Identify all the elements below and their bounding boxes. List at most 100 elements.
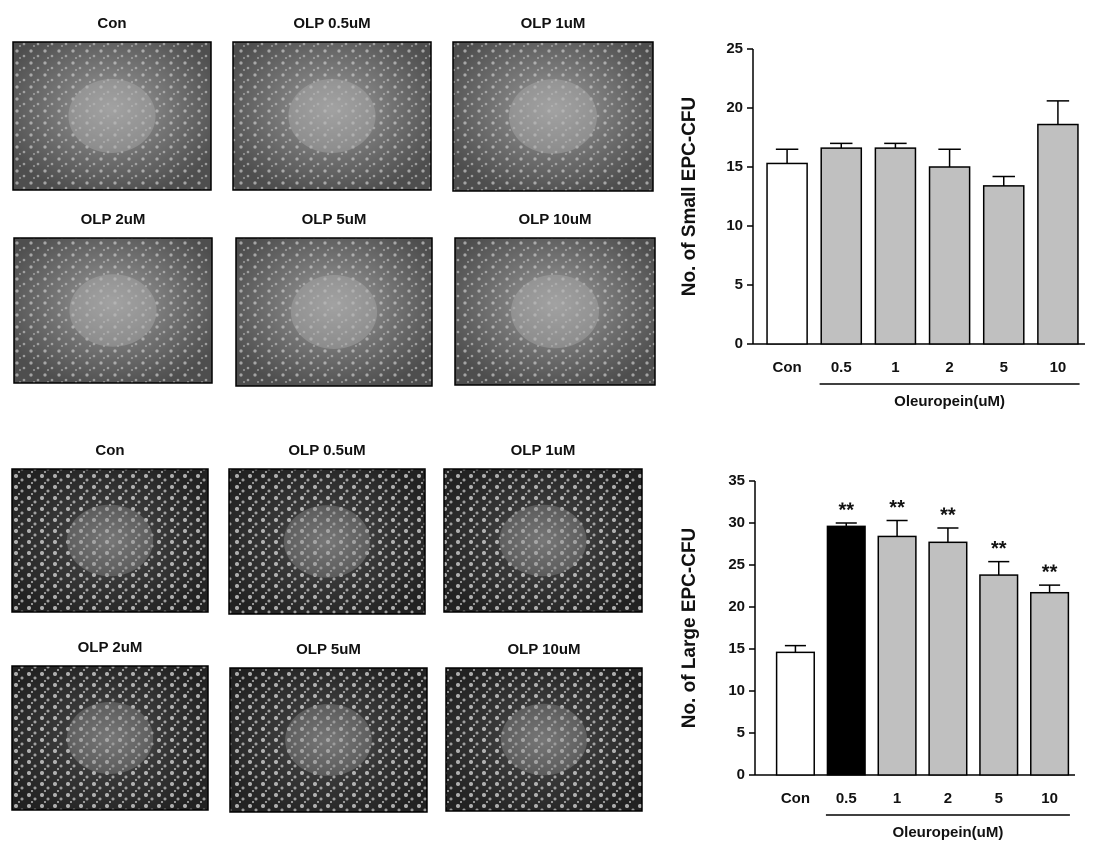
y-tick-label: 25 [726,40,743,57]
micrograph-border [235,237,433,387]
y-tick-label: 10 [726,217,743,234]
y-tick-label: 5 [735,276,743,293]
micrograph-border [229,667,428,813]
x-tick-label: 0.5 [836,790,857,807]
micrograph-label: OLP 0.5uM [293,15,370,32]
micrograph-border [11,665,209,811]
y-tick-label: 20 [726,99,743,116]
y-tick-label: 0 [735,335,743,352]
micrograph-cells [14,238,212,383]
bar [1030,591,1070,776]
bar [826,525,866,776]
bar [1037,123,1079,345]
x-tick-label: 10 [1041,790,1058,807]
colony [285,704,372,776]
bar [877,535,917,776]
micrograph-border [12,41,212,191]
micrograph-cells [444,469,642,612]
error-bar [988,560,1010,576]
colony [290,275,378,349]
error-bar [992,175,1015,186]
error-bar [1039,584,1061,593]
y-tick-label: 5 [737,724,745,741]
y-tick-label: 10 [728,682,745,699]
micrograph-label: OLP 2uM [81,211,146,228]
significance-marker: ** [1042,561,1058,583]
y-tick-label: 0 [737,766,745,783]
x-tick-label: 1 [893,790,901,807]
y-tick-label: 20 [728,598,745,615]
micrograph-cells [455,238,655,385]
y-tick-label: 15 [726,158,743,175]
x-tick-label: 10 [1050,359,1067,376]
micrograph-border [445,667,643,812]
significance-marker: ** [991,538,1007,560]
micrograph-border [13,237,213,384]
x-axis-label: Oleuropein(uM) [894,393,1005,410]
micrograph-cells [230,668,427,812]
bar [874,147,917,345]
bar [820,147,863,345]
colony [499,504,587,577]
significance-marker: ** [889,497,905,519]
micrograph-border [232,41,432,191]
micrograph-cells [13,42,211,190]
colony [283,505,371,578]
colony [500,703,588,776]
micrograph-cells [446,668,642,811]
error-bar [775,148,799,164]
x-tick-label: 1 [891,359,899,376]
micrograph-cells [233,42,431,190]
bar [928,541,968,776]
colony [288,79,376,153]
y-tick-label: 25 [728,556,745,573]
micrograph-label: OLP 5uM [296,641,361,658]
x-axis-label: Oleuropein(uM) [893,824,1004,841]
x-tick-label: Con [781,790,810,807]
bar [766,162,808,345]
x-tick-label: Con [772,359,801,376]
bar [979,574,1019,776]
x-tick-label: 2 [945,359,953,376]
x-tick-label: 0.5 [831,359,852,376]
micrograph-label: Con [97,15,126,32]
micrograph-border [11,468,209,613]
micrograph-cells [12,666,208,810]
y-tick-label: 30 [728,514,745,531]
colony [66,504,154,577]
micrograph-border [452,41,654,192]
micrograph-cells [12,469,208,612]
y-axis-label: No. of Large EPC-CFU [679,528,700,729]
micrograph-label: OLP 10uM [518,211,591,228]
micrograph-border [228,468,426,615]
micrograph-label: Con [95,442,124,459]
micrograph-label: OLP 1uM [521,15,586,32]
y-tick-label: 15 [728,640,745,657]
micrograph-label: OLP 10uM [507,641,580,658]
x-tick-label: 5 [1000,359,1008,376]
micrograph-label: OLP 5uM [302,211,367,228]
micrograph-cells [453,42,653,191]
colony [69,274,157,347]
bar [775,651,815,776]
micrograph-border [443,468,643,613]
error-bar [784,644,806,653]
error-bar [1046,100,1070,125]
significance-marker: ** [940,504,956,526]
micrograph-border [454,237,656,386]
error-bar [884,142,907,149]
colony [68,79,156,153]
error-bar [938,148,961,167]
error-bar [937,527,959,543]
micrograph-cells [236,238,432,386]
colony [511,274,599,349]
colony [66,702,154,774]
y-tick-label: 35 [728,472,745,489]
x-tick-label: 5 [995,790,1003,807]
x-tick-label: 2 [944,790,952,807]
micrograph-cells [229,469,425,614]
micrograph-label: OLP 0.5uM [288,442,365,459]
significance-marker: ** [838,499,854,521]
bar [928,166,971,345]
